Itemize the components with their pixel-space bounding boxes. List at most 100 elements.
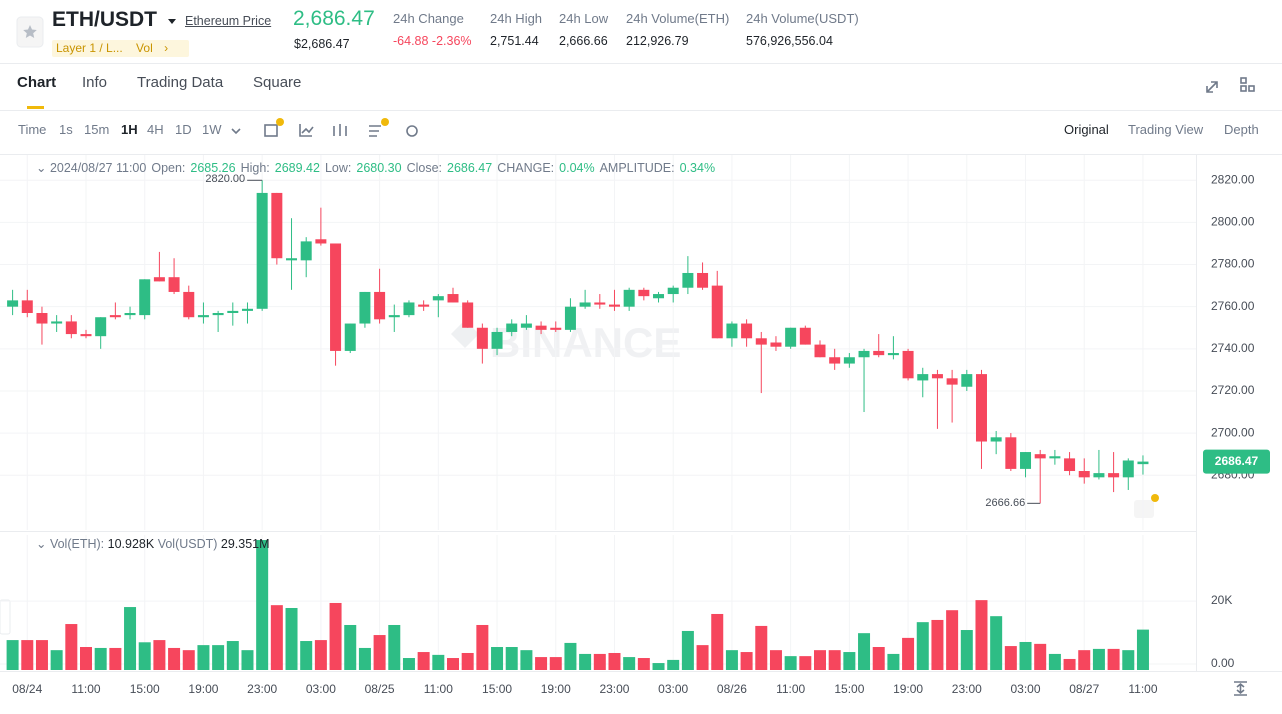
volume-bar <box>535 657 548 670</box>
candle-body <box>139 279 151 316</box>
candle-body <box>168 277 180 292</box>
symbol[interactable]: ETH/USDT <box>52 8 157 31</box>
candle-body <box>667 287 679 295</box>
stat-label: 24h Change <box>393 11 464 26</box>
volume-bar <box>1078 650 1091 670</box>
candle-body <box>506 323 518 332</box>
volume-bar <box>226 641 239 670</box>
grid-icon[interactable] <box>1240 85 1247 92</box>
last-price: 2,686.47 <box>293 7 375 30</box>
volume-bar <box>681 630 694 670</box>
layout-icon[interactable] <box>369 125 381 137</box>
dropdown-caret[interactable] <box>168 19 176 24</box>
panel-toggle[interactable] <box>0 599 11 635</box>
candle-body <box>65 321 77 335</box>
view-option[interactable]: Depth <box>1224 122 1259 137</box>
stat-value: 576,926,556.04 <box>746 34 833 48</box>
info-value: 0.34% <box>679 161 716 175</box>
volume-bar <box>755 625 768 670</box>
candle-body <box>7 300 19 307</box>
interval[interactable]: 15m <box>84 122 110 137</box>
view-option[interactable]: Trading View <box>1128 122 1204 137</box>
stat-label: 24h High <box>490 11 543 26</box>
volume-bar <box>344 624 357 670</box>
candle-body <box>212 313 224 316</box>
candle-body <box>462 302 474 328</box>
interval[interactable]: 1D <box>175 122 192 137</box>
divider <box>0 154 1282 155</box>
note-icon[interactable] <box>1134 500 1154 518</box>
tab[interactable]: Trading Data <box>137 74 224 91</box>
watermark: BINANCE <box>490 319 681 366</box>
volume-bar <box>212 645 225 670</box>
volume-bar <box>740 652 753 670</box>
candle-body <box>931 374 943 379</box>
tab[interactable]: Square <box>253 74 302 91</box>
volume-bar <box>784 656 797 670</box>
price-link[interactable]: Ethereum Price <box>185 14 272 28</box>
candle-body <box>1005 437 1017 469</box>
fullscreen-icon[interactable] <box>1206 81 1218 93</box>
candle-body <box>1108 473 1120 478</box>
candle-body <box>36 313 48 324</box>
tab[interactable]: Info <box>82 74 108 91</box>
volume-bar <box>241 650 254 670</box>
candle-body <box>271 192 283 259</box>
x-tick-label: 19:00 <box>893 682 923 696</box>
volume-bar <box>1107 648 1120 670</box>
x-tick-label: 11:00 <box>424 682 453 696</box>
interval[interactable]: 1s <box>59 122 73 137</box>
indicator-icon[interactable] <box>264 124 278 137</box>
candle-body <box>564 306 576 330</box>
candle-body <box>241 308 253 311</box>
interval[interactable]: 1H <box>121 122 138 137</box>
interval[interactable]: 1W <box>202 122 222 137</box>
x-tick-label: 11:00 <box>776 682 805 696</box>
candle-body <box>623 289 635 307</box>
candle-body <box>741 323 753 339</box>
volume-bar <box>6 640 19 670</box>
volume-bar <box>814 650 826 670</box>
candle-body <box>1034 454 1046 459</box>
scale-reset-icon[interactable] <box>1234 681 1247 696</box>
volume-bar <box>652 663 665 670</box>
divider <box>1196 155 1197 671</box>
candle-icon[interactable] <box>333 124 347 136</box>
volume-bar <box>314 640 327 670</box>
price-tag <box>1203 449 1270 474</box>
candle-body <box>1137 461 1149 465</box>
dropdown-caret[interactable] <box>231 128 241 135</box>
volume-bar <box>975 600 988 670</box>
volume-bar <box>447 658 459 670</box>
settings-icon[interactable] <box>406 125 418 137</box>
candle-body <box>550 327 562 330</box>
x-tick-label: 15:00 <box>834 682 864 696</box>
info-value: 2680.30 <box>356 161 402 175</box>
info-value: 2685.26 <box>190 161 236 175</box>
volume-bar <box>402 658 415 670</box>
volume-bar <box>109 647 122 670</box>
tab[interactable]: Chart <box>17 74 57 91</box>
stat-value: -64.88 -2.36% <box>393 34 472 48</box>
volume-bar <box>153 640 166 670</box>
volume-bar <box>476 624 489 670</box>
candle-body <box>608 304 620 307</box>
volume-bar <box>579 653 592 670</box>
volume-bar <box>946 610 959 670</box>
candle-body <box>403 302 415 316</box>
grid-icon[interactable] <box>1240 77 1247 84</box>
volume-bar <box>549 657 562 670</box>
chart-type-icon[interactable] <box>299 124 314 137</box>
view-option[interactable]: Original <box>1064 122 1109 137</box>
candle-body <box>858 350 870 358</box>
candle-body <box>124 313 136 316</box>
volume-bar <box>623 657 636 670</box>
grid-icon[interactable] <box>1248 85 1255 92</box>
volume-bar <box>417 652 430 670</box>
info-label: High: <box>240 161 270 175</box>
tag-pill[interactable]: Layer 1 / L... Vol › <box>52 40 189 57</box>
x-tick-label: 08/25 <box>365 682 395 696</box>
interval[interactable]: Time <box>18 122 47 137</box>
interval[interactable]: 4H <box>147 122 164 137</box>
volume-bar <box>960 630 973 670</box>
